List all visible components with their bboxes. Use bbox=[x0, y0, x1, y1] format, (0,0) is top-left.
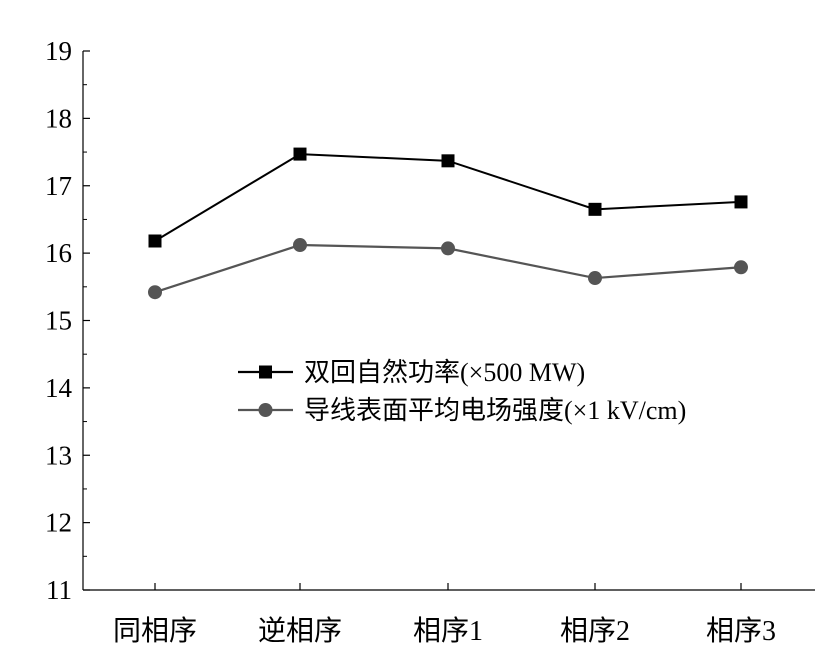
x-tick-label: 相序3 bbox=[706, 615, 776, 647]
y-tick-label: 14 bbox=[45, 373, 73, 403]
y-tick-label: 15 bbox=[45, 306, 72, 336]
x-tick-label: 相序2 bbox=[560, 615, 630, 647]
axes bbox=[82, 51, 815, 591]
legend-marker-circle bbox=[258, 403, 273, 417]
y-axis-ticks: 11 12 13 14 15 16 17 18 19 bbox=[45, 36, 90, 605]
data-point-circle bbox=[441, 241, 455, 256]
y-tick-label: 11 bbox=[46, 575, 72, 605]
y-tick-label: 12 bbox=[45, 508, 72, 538]
x-tick-label: 同相序 bbox=[113, 615, 197, 647]
data-point-square bbox=[148, 234, 162, 248]
data-point-circle bbox=[734, 260, 748, 275]
y-tick-label: 17 bbox=[45, 171, 72, 201]
series-group bbox=[148, 147, 748, 300]
data-point-circle bbox=[588, 271, 602, 286]
x-tick-label: 逆相序 bbox=[258, 615, 342, 647]
y-tick-label: 18 bbox=[45, 103, 72, 133]
series-2 bbox=[148, 238, 748, 300]
data-point-square bbox=[734, 195, 748, 209]
data-point-square bbox=[588, 202, 602, 216]
data-point-circle bbox=[293, 238, 307, 253]
x-tick-label: 相序1 bbox=[413, 615, 483, 647]
legend-item-1: 双回自然功率(×500 MW) bbox=[238, 358, 585, 387]
legend: 双回自然功率(×500 MW) 导线表面平均电场强度(×1 kV/cm) bbox=[238, 358, 686, 425]
data-point-circle bbox=[148, 285, 162, 300]
y-tick-label: 16 bbox=[45, 238, 72, 268]
series-1 bbox=[148, 147, 748, 248]
data-point-square bbox=[441, 154, 455, 168]
x-axis-ticks: 同相序 逆相序 相序1 相序2 相序3 bbox=[113, 583, 776, 647]
legend-label: 双回自然功率(×500 MW) bbox=[304, 358, 585, 387]
data-point-square bbox=[293, 147, 307, 161]
legend-marker-square bbox=[259, 365, 272, 379]
y-tick-label: 19 bbox=[45, 36, 72, 66]
legend-item-2: 导线表面平均电场强度(×1 kV/cm) bbox=[238, 396, 686, 425]
y-tick-label: 13 bbox=[45, 440, 72, 470]
legend-label: 导线表面平均电场强度(×1 kV/cm) bbox=[304, 396, 686, 425]
